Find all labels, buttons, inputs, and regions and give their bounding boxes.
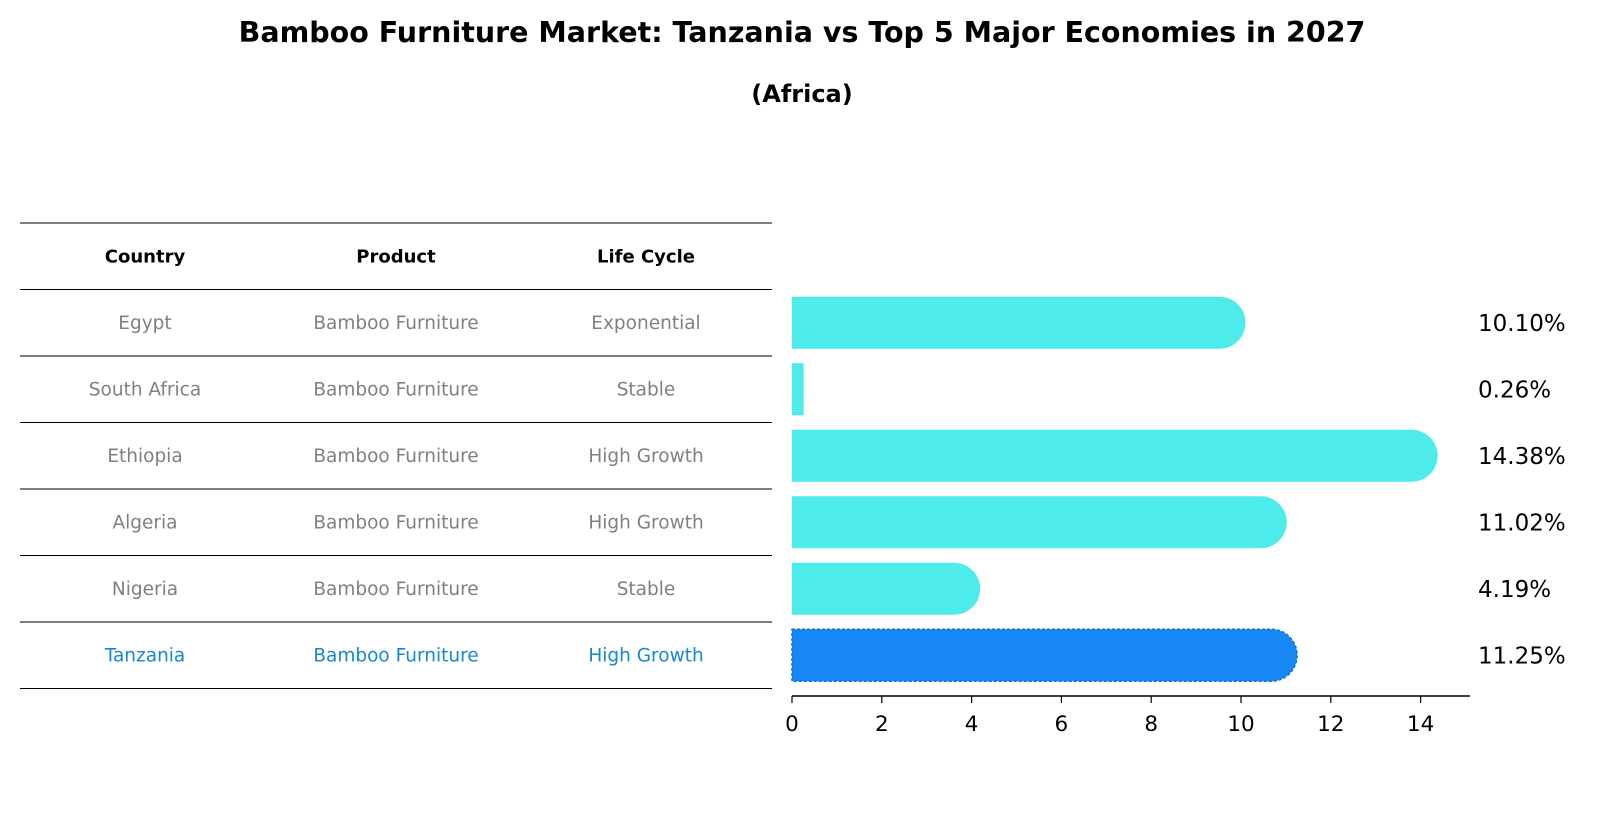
life-cycle-cell: High Growth xyxy=(588,446,703,467)
bar xyxy=(792,429,1438,482)
highlight-bar xyxy=(791,628,1298,682)
x-tick-label: 8 xyxy=(1144,712,1158,737)
product-cell: Bamboo Furniture xyxy=(313,579,478,600)
life-cycle-cell: Exponential xyxy=(591,313,700,334)
bar-value-label: 11.02% xyxy=(1478,510,1566,536)
chart-title: Bamboo Furniture Market: Tanzania vs Top… xyxy=(238,16,1366,49)
country-header: Country xyxy=(105,246,186,267)
product-cell: Bamboo Furniture xyxy=(313,379,478,400)
chart-subtitle: (Africa) xyxy=(751,80,853,108)
x-tick-label: 4 xyxy=(965,712,979,737)
bar-value-label: 11.25% xyxy=(1478,643,1566,669)
life-cycle-cell: Stable xyxy=(617,579,676,600)
product-cell: Bamboo Furniture xyxy=(313,512,478,533)
x-tick-label: 12 xyxy=(1317,712,1344,737)
bar xyxy=(792,562,981,615)
product-cell: Bamboo Furniture xyxy=(313,645,478,666)
bar xyxy=(792,496,1287,549)
life-cycle-cell: High Growth xyxy=(588,512,703,533)
country-cell: Egypt xyxy=(118,313,171,334)
life-cycle-cell: Stable xyxy=(617,379,676,400)
product-cell: Bamboo Furniture xyxy=(313,313,478,334)
product-cell: Bamboo Furniture xyxy=(313,446,478,467)
product-header: Product xyxy=(356,246,436,267)
bar-value-label: 4.19% xyxy=(1478,577,1551,603)
country-cell: Nigeria xyxy=(112,579,178,600)
x-tick-label: 2 xyxy=(875,712,889,737)
bar xyxy=(792,296,1246,349)
x-tick-label: 14 xyxy=(1407,712,1434,737)
bar-value-label: 14.38% xyxy=(1478,444,1566,470)
x-tick-label: 6 xyxy=(1055,712,1069,737)
country-cell: Algeria xyxy=(112,512,177,533)
bar-value-label: 0.26% xyxy=(1478,377,1551,403)
x-tick-label: 10 xyxy=(1227,712,1254,737)
bar xyxy=(792,363,804,416)
bar-value-label: 10.10% xyxy=(1478,311,1566,337)
life-cycle-cell: High Growth xyxy=(588,645,703,666)
country-cell: South Africa xyxy=(89,379,201,400)
country-cell: Ethiopia xyxy=(107,446,182,467)
x-tick-label: 0 xyxy=(785,712,799,737)
life-cycle-header: Life Cycle xyxy=(597,246,695,267)
country-cell: Tanzania xyxy=(104,645,186,666)
